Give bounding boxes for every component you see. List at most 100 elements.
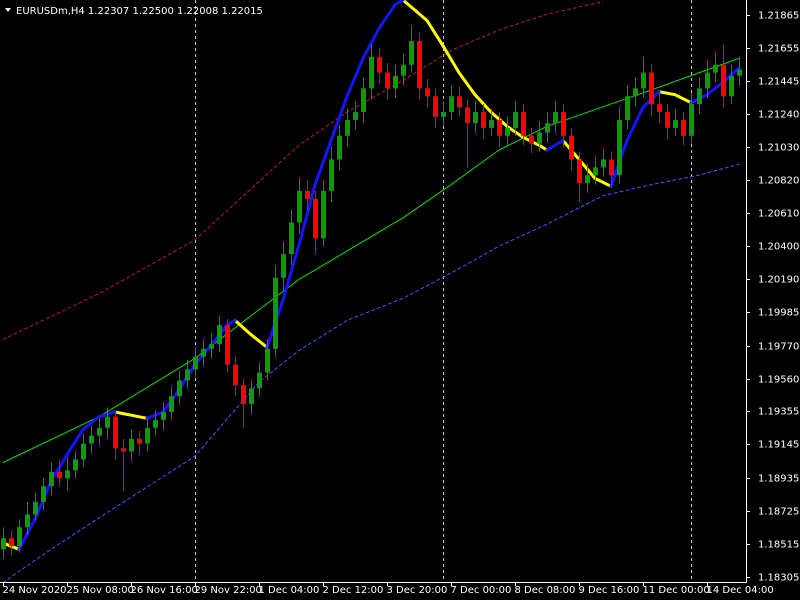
candle-body [521,112,526,136]
candle-body [385,72,390,89]
candle-body [569,135,574,160]
y-tick-label: 1.19355 [758,407,799,418]
candle-body [729,75,734,97]
candle-body [1,538,6,550]
candle-body [625,96,630,120]
candle-body [185,369,190,381]
candle-body [145,427,150,444]
candle-body [257,372,262,389]
candle-body [457,96,462,108]
candle-body [129,438,134,452]
chart-title: EURUSDm,H4 1.22307 1.22500 1.22008 1.220… [16,6,263,17]
candle-body [641,72,646,89]
candle-body [409,41,414,65]
candle-body [489,119,494,128]
candle-body [633,88,638,97]
candle-body [665,112,670,128]
menu-arrow[interactable] [5,8,11,12]
x-tick-label: 8 Dec 08:00 [515,585,576,596]
candle-body [337,135,342,160]
x-tick-label: 25 Nov 08:00 [67,585,134,596]
candle-body [65,470,70,479]
x-tick-label: 14 Dec 04:00 [707,585,774,596]
candle-body [57,471,62,479]
candle-body [705,72,710,89]
candle-body [465,107,470,124]
y-tick-label: 1.20190 [758,275,799,286]
candle-body [169,396,174,412]
candle-body [25,514,30,528]
x-tick-label: 2 Dec 12:00 [323,585,384,596]
y-tick-label: 1.21240 [758,110,799,121]
x-tick-label: 7 Dec 00:00 [451,585,512,596]
y-tick-label: 1.18725 [758,507,799,518]
candle-body [561,112,566,136]
candle-body [73,459,78,471]
candle-body [153,419,158,428]
candle-body [97,427,102,436]
candle-body [417,41,422,89]
candle-body [249,388,254,405]
candle-body [177,380,182,397]
candle-body [609,159,614,176]
candle-body [721,64,726,97]
y-tick-label: 1.18935 [758,474,799,485]
indicator-line [2,57,740,463]
y-tick-label: 1.20610 [758,209,799,220]
candle-body [673,119,678,128]
candle-body [217,325,222,345]
candle-body [441,112,446,117]
candle-body [393,75,398,89]
candle-body [473,112,478,124]
plot-area [1,0,742,582]
candle-body [241,385,246,405]
candle-body [17,527,22,547]
candle-body [361,88,366,113]
candle-body [545,123,550,133]
candle-body [369,56,374,89]
candle-body [433,96,438,117]
y-tick-label: 1.21655 [758,44,799,55]
candle-body [505,127,510,136]
candle-body [681,119,686,136]
candle-body [33,501,38,515]
candle-body [617,119,622,176]
candle-body [193,356,198,370]
candle-body [401,64,406,76]
candle-body [553,112,558,124]
x-tick-label: 24 Nov 2020 [3,585,67,596]
candle-body [513,112,518,128]
x-tick-label: 1 Dec 04:00 [259,585,320,596]
candle-body [425,88,430,97]
candle-body [281,254,286,278]
candle-body [537,132,542,144]
candle-body [313,198,318,239]
candle-body [225,325,230,365]
candle-body [577,159,582,184]
y-tick-label: 1.19145 [758,440,799,451]
candle-body [353,112,358,120]
candle-body [345,119,350,136]
y-tick-label: 1.19770 [758,342,799,353]
y-tick-label: 1.21030 [758,143,799,154]
candle-body [121,448,126,452]
y-tick-label: 1.18305 [758,573,799,584]
candle-body [273,277,278,349]
candle-body [601,159,606,168]
candle-body [49,471,54,487]
x-tick-label: 3 Dec 20:00 [387,585,448,596]
candle-body [233,364,238,386]
candle-body [265,348,270,373]
candle-body [89,435,94,444]
candle-body [137,438,142,444]
candle-body [481,112,486,128]
x-tick-label: 26 Nov 16:00 [131,585,198,596]
candle-body [657,104,662,113]
candle-body [449,96,454,113]
x-tick-label: 9 Dec 16:00 [579,585,640,596]
candle-body [377,56,382,73]
candle-body [113,416,118,449]
candle-body [201,348,206,357]
